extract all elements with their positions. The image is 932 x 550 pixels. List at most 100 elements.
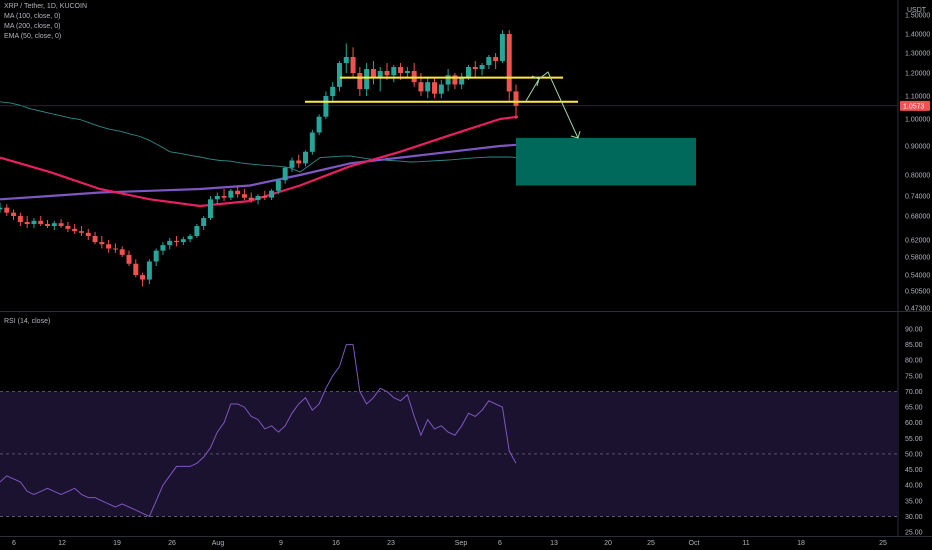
price-axis[interactable]: USDT 1.50000 1.40000 1.30000 1.20000 1.10000… (900, 7, 930, 313)
candle-up (0, 207, 3, 210)
candle-up (153, 250, 159, 262)
rsi-tick-label: 50.00 (905, 451, 923, 458)
symbol-title[interactable]: XRP / Tether, 1D, KUCOIN (4, 3, 87, 10)
candle-down (418, 82, 424, 92)
candle-up (214, 196, 220, 200)
current-price-tag (900, 100, 930, 111)
rsi-tick-label: 70.00 (905, 389, 923, 396)
candle-down (506, 34, 512, 92)
candle-down (248, 197, 254, 200)
candle-down (513, 91, 519, 106)
x-tick-label: 19 (113, 540, 121, 547)
candle-down (65, 226, 71, 229)
rsi-panel (0, 344, 898, 518)
price-tick-label: 1.20000 (905, 71, 930, 78)
rsi-legend[interactable]: RSI (14, close) (4, 318, 51, 325)
price-tick-label: 1.50000 (905, 13, 930, 20)
price-tick-label: 0.80000 (905, 173, 930, 180)
x-tick-label: Oct (689, 540, 700, 547)
candle-down (472, 67, 478, 69)
candle-up (364, 69, 370, 90)
candle-down (384, 71, 390, 76)
price-axis-currency: USDT (907, 7, 927, 14)
user-drawings[interactable] (305, 71, 696, 186)
candle-down (106, 244, 112, 249)
price-tick-label: 0.90000 (905, 144, 930, 151)
candle-down (45, 224, 51, 226)
rsi-tick-label: 85.00 (905, 342, 923, 349)
candle-down (85, 232, 91, 236)
legend-ma100[interactable]: MA (100, close, 0) (4, 13, 61, 20)
candle-up (486, 57, 492, 65)
moving-averages (0, 101, 519, 208)
rsi-tick-label: 25.00 (905, 530, 923, 537)
candle-up (31, 220, 37, 224)
x-tick-label: 26 (168, 540, 176, 547)
candle-down (140, 275, 146, 280)
x-tick-label: 25 (879, 540, 887, 547)
time-axis[interactable]: 6 12 19 26 Aug 9 16 23 Sep 6 13 20 25 Oct 11 18 25 (12, 540, 887, 547)
candle-up (275, 180, 281, 191)
rsi-band-fill (0, 391, 898, 517)
projection-arrowhead-down (570, 130, 581, 139)
rsi-axis[interactable]: 90.00 85.00 80.00 75.00 70.00 65.00 60.00 55.00… (905, 327, 923, 537)
x-tick-label: Sep (455, 540, 468, 547)
target-zone-box (516, 137, 696, 186)
candle-down (452, 75, 458, 85)
candle-down (4, 207, 10, 213)
candle-down (112, 248, 118, 250)
candle-up (323, 96, 329, 117)
candle-up (160, 245, 166, 251)
price-tick-label: 0.54000 (905, 273, 930, 280)
rsi-tick-label: 35.00 (905, 498, 923, 505)
price-tick-label: 1.40000 (905, 32, 930, 39)
candle-up (207, 199, 213, 218)
rsi-tick-label: 65.00 (905, 405, 923, 412)
candle-down (92, 236, 98, 243)
rsi-tick-label: 45.00 (905, 467, 923, 474)
candle-up (465, 67, 471, 78)
ma200-line (0, 143, 519, 201)
legend-ma200[interactable]: MA (200, close, 0) (4, 23, 61, 30)
candle-up (316, 116, 322, 133)
candle-down (432, 82, 438, 94)
x-tick-label: 13 (550, 540, 558, 547)
candle-down (241, 194, 247, 198)
ema50-line (0, 115, 519, 208)
projection-path (525, 71, 579, 139)
candle-down (99, 242, 105, 245)
price-tick-label: 1.00000 (905, 117, 930, 124)
x-tick-label: 16 (332, 540, 340, 547)
candle-up (377, 71, 383, 78)
x-tick-label: 20 (604, 540, 612, 547)
x-tick-label: 23 (387, 540, 395, 547)
price-tick-label: 0.58000 (905, 255, 930, 262)
rsi-tick-label: 60.00 (905, 420, 923, 427)
price-tick-label: 0.74000 (905, 194, 930, 201)
rsi-tick-label: 75.00 (905, 373, 923, 380)
candle-up (180, 239, 186, 243)
candle-down (493, 57, 499, 61)
candle-up (459, 77, 465, 85)
candle-up (187, 236, 193, 240)
candle-up (330, 86, 336, 96)
candle-down (398, 67, 404, 73)
candle-up (167, 240, 173, 246)
candle-down (24, 222, 30, 224)
x-tick-label: 25 (647, 540, 655, 547)
price-tick-label: 0.47300 (905, 306, 930, 313)
candle-down (370, 69, 376, 78)
candle-up (51, 223, 57, 226)
candlesticks (0, 30, 898, 287)
x-tick-label: 9 (279, 540, 283, 547)
current-price-label: 1.0573 (903, 103, 925, 110)
candle-up (445, 75, 451, 85)
candle-down (296, 160, 302, 164)
candle-down (350, 57, 356, 73)
x-tick-label: 11 (742, 540, 749, 547)
candle-down (58, 223, 64, 226)
rsi-tick-label: 80.00 (905, 358, 923, 365)
legend-ema50[interactable]: EMA (50, close, 0) (4, 33, 62, 40)
price-tick-label: 1.10000 (905, 94, 930, 101)
